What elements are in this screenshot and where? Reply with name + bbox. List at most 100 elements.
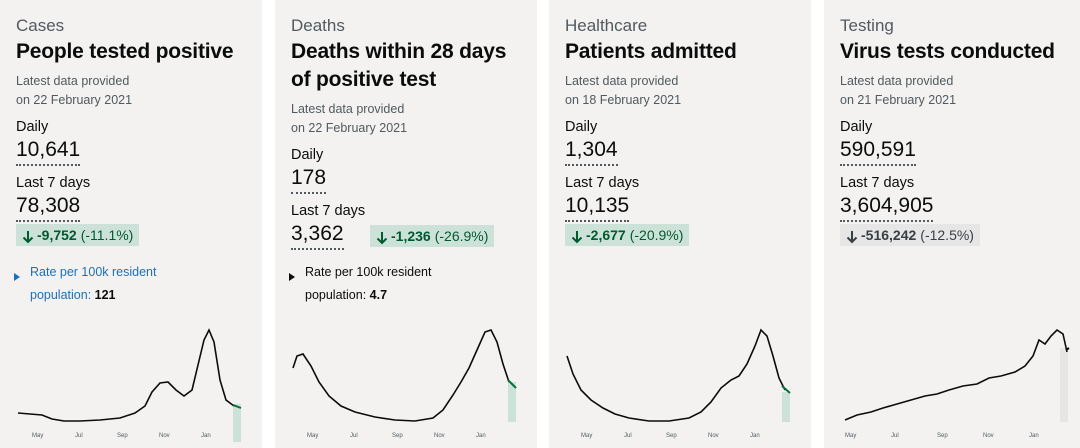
sparkline-line [17, 328, 235, 422]
axis-label-jul: Jul [350, 433, 358, 439]
sparkline-chart: May Jul Sep Nov Jan [292, 329, 517, 439]
sparkline-chart: May Jul Sep Nov Jan [844, 328, 1070, 439]
change-value: -516,242 [861, 227, 917, 243]
card-title-line-2[interactable]: of positive test [291, 68, 436, 91]
card-deaths[interactable]: Deaths Deaths within 28 days of positive… [275, 0, 537, 448]
axis-label-jul: Jul [891, 433, 899, 439]
rate-label-2: population: [30, 288, 92, 302]
axis-label-may: May [845, 433, 856, 439]
sparkline-line [844, 328, 1068, 421]
sparkline-recent [1065, 347, 1070, 351]
axis-label-jul: Jul [75, 433, 83, 439]
highlight-bar [233, 404, 241, 442]
change-percent: (-20.9%) [629, 227, 684, 243]
week-label: Last 7 days [840, 175, 915, 191]
axis-label-nov: Nov [983, 433, 994, 439]
updated-line-1: Latest data provided [291, 102, 405, 116]
axis-label-jan: Jan [750, 433, 760, 439]
updated-line-1: Latest data provided [565, 74, 679, 88]
daily-label: Daily [16, 119, 49, 135]
rate-toggle[interactable]: Rate per 100k resident population: 4.7 [289, 261, 432, 307]
axis-label-jul: Jul [624, 433, 632, 439]
card-title[interactable]: Virus tests conducted [840, 40, 1055, 63]
arrow-down-icon [846, 228, 858, 244]
change-percent: (-11.1%) [80, 227, 134, 243]
daily-value[interactable]: 590,591 [840, 137, 916, 166]
sparkline-recent [507, 379, 517, 389]
axis-label-jan: Jan [476, 433, 486, 439]
sparkline-chart: May Jul Sep Nov Jan [17, 328, 242, 442]
axis-label-sep: Sep [937, 433, 948, 439]
card-testing[interactable]: Testing Virus tests conducted Latest dat… [824, 0, 1080, 448]
week-value[interactable]: 10,135 [565, 193, 630, 222]
arrow-down-icon [571, 228, 583, 244]
change-badge: -9,752 (-11.1%) [16, 224, 140, 246]
triangle-right-icon [14, 273, 20, 281]
change-value: -9,752 [37, 227, 77, 243]
change-percent: (-12.5%) [920, 227, 974, 243]
sparkline-chart: May Jul Sep Nov Jan [566, 328, 791, 439]
rate-label-1: Rate per 100k resident [305, 265, 432, 279]
week-value[interactable]: 3,604,905 [840, 193, 934, 222]
highlight-bar [782, 392, 790, 422]
daily-label: Daily [291, 147, 324, 163]
axis-label-nov: Nov [708, 433, 719, 439]
axis-label-sep: Sep [392, 433, 403, 439]
daily-label: Daily [840, 119, 873, 135]
daily-value[interactable]: 1,304 [565, 137, 618, 166]
axis-label-sep: Sep [666, 433, 677, 439]
rate-label-2: population: [305, 288, 367, 302]
card-title-line-1[interactable]: Deaths within 28 days [291, 40, 507, 63]
change-percent: (-26.9%) [434, 228, 489, 244]
card-title[interactable]: People tested positive [16, 40, 234, 63]
change-value: -1,236 [391, 228, 431, 244]
updated-line-2: on 22 February 2021 [291, 121, 408, 135]
updated-line-2: on 18 February 2021 [565, 93, 682, 107]
card-cases[interactable]: Cases People tested positive Latest data… [0, 0, 262, 448]
axis-label-may: May [32, 433, 43, 439]
sparkline-line [566, 328, 786, 422]
axis-label-nov: Nov [434, 433, 445, 439]
sparkline-recent [781, 385, 791, 394]
arrow-down-icon [376, 229, 388, 245]
axis-label-may: May [581, 433, 592, 439]
updated-line-2: on 22 February 2021 [16, 93, 133, 107]
rate-label-1: Rate per 100k resident [30, 265, 157, 279]
sparkline-recent [232, 404, 242, 409]
updated-line-1: Latest data provided [16, 74, 130, 88]
axis-label-sep: Sep [117, 433, 128, 439]
card-title[interactable]: Patients admitted [565, 40, 737, 63]
axis-label-may: May [307, 433, 318, 439]
week-label: Last 7 days [291, 203, 366, 219]
card-healthcare[interactable]: Healthcare Patients admitted Latest data… [549, 0, 811, 448]
daily-value[interactable]: 10,641 [16, 137, 81, 166]
daily-value[interactable]: 178 [291, 165, 327, 194]
axis-label-jan: Jan [1029, 433, 1039, 439]
triangle-right-icon [289, 273, 295, 281]
rate-value: 4.7 [369, 288, 388, 302]
updated-line-1: Latest data provided [840, 74, 954, 88]
highlight-bar [508, 382, 516, 422]
highlight-bar [1060, 348, 1068, 422]
card-caption: Cases [16, 16, 65, 35]
change-badge: -1,236 (-26.9%) [370, 225, 495, 247]
rate-value: 121 [94, 288, 116, 302]
card-caption: Testing [840, 16, 894, 35]
rate-toggle[interactable]: Rate per 100k resident population: 121 [14, 261, 157, 307]
axis-label-jan: Jan [201, 433, 211, 439]
week-label: Last 7 days [565, 175, 640, 191]
change-value: -2,677 [586, 227, 626, 243]
card-caption: Deaths [291, 16, 345, 35]
sparkline-line [292, 329, 510, 422]
card-caption: Healthcare [565, 16, 648, 35]
arrow-down-icon [22, 228, 34, 244]
daily-label: Daily [565, 119, 598, 135]
change-badge: -516,242 (-12.5%) [840, 224, 980, 246]
axis-label-nov: Nov [159, 433, 170, 439]
week-label: Last 7 days [16, 175, 91, 191]
week-value[interactable]: 3,362 [291, 221, 344, 250]
week-value[interactable]: 78,308 [16, 193, 81, 222]
updated-line-2: on 21 February 2021 [840, 93, 957, 107]
change-badge: -2,677 (-20.9%) [565, 224, 690, 246]
